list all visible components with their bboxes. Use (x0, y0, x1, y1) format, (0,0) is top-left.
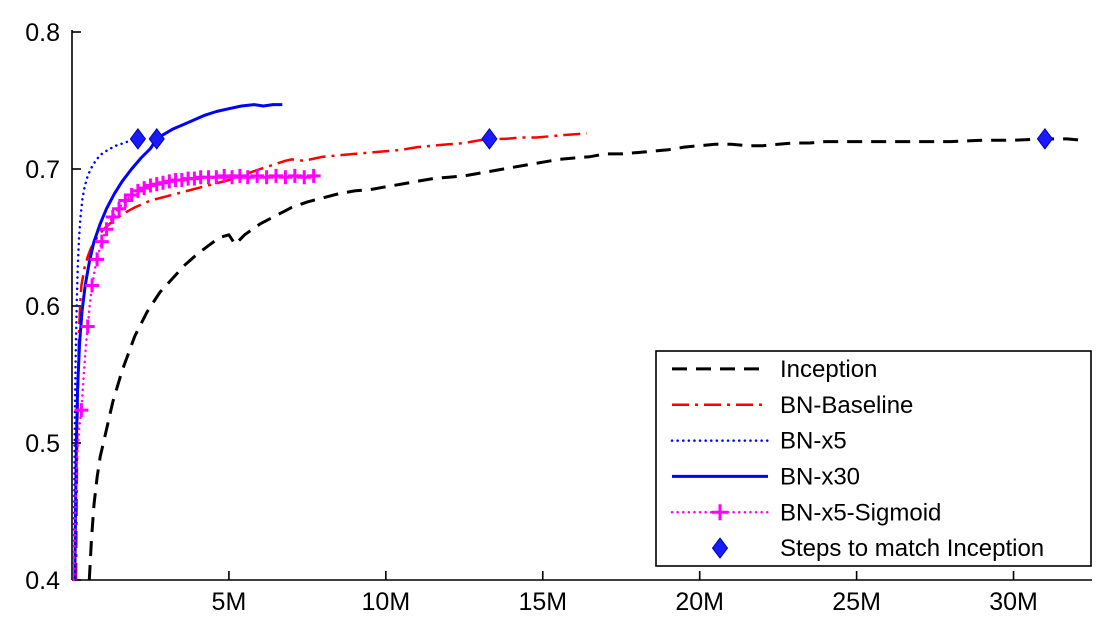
x-tick-label: 15M (518, 588, 567, 616)
legend-label-steps-to-match-inception: Steps to match Inception (780, 535, 1044, 562)
plus-marker-bn-x5-sigmoid (80, 319, 95, 334)
legend-diamond-marker (711, 537, 729, 559)
plus-marker-bn-x5-sigmoid (94, 234, 109, 249)
series-line-bn-baseline (74, 132, 587, 581)
legend-label-bn-x5-sigmoid: BN-x5-Sigmoid (780, 499, 941, 526)
series-line-bn-x5 (72, 137, 146, 582)
legend-label-bn-x30: BN-x30 (780, 463, 860, 490)
y-tick-label: 0.7 (25, 156, 60, 184)
y-tick-label: 0.5 (25, 430, 60, 458)
diamond-marker (1036, 128, 1054, 150)
legend-label-bn-x5: BN-x5 (780, 428, 847, 455)
legend-plus-marker (712, 504, 728, 521)
plus-marker-bn-x5-sigmoid (306, 168, 321, 183)
plus-marker-bn-x5-sigmoid (74, 403, 89, 418)
diamond-marker (148, 128, 165, 150)
y-tick-label: 0.8 (25, 19, 60, 47)
legend-label-inception: Inception (780, 356, 877, 383)
plus-marker-bn-x5-sigmoid (112, 201, 127, 216)
plus-marker-bn-x5-sigmoid (130, 183, 145, 198)
series-line-bn-x5-sigmoid (72, 174, 320, 582)
plus-marker-bn-x5-sigmoid (99, 222, 114, 237)
x-tick-label: 10M (362, 588, 411, 616)
series-line-bn-x30 (73, 103, 283, 581)
plus-marker-bn-x5-sigmoid (137, 181, 152, 196)
plus-marker-bn-x5-sigmoid (85, 278, 100, 293)
series-line-inception (87, 137, 1083, 581)
plus-marker-bn-x5-sigmoid (105, 209, 120, 224)
legend-label-bn-baseline: BN-Baseline (780, 392, 913, 419)
diamond-marker (129, 128, 147, 150)
y-tick-label: 0.4 (25, 567, 60, 595)
diamond-marker (481, 128, 498, 150)
y-tick-label: 0.6 (25, 293, 60, 321)
legend-box (655, 350, 1092, 567)
x-tick-label: 30M (989, 588, 1038, 616)
x-tick-label: 20M (675, 588, 724, 616)
x-tick-label: 25M (832, 588, 881, 616)
x-tick-label: 5M (212, 588, 247, 616)
plus-marker-bn-x5-sigmoid (90, 252, 105, 267)
